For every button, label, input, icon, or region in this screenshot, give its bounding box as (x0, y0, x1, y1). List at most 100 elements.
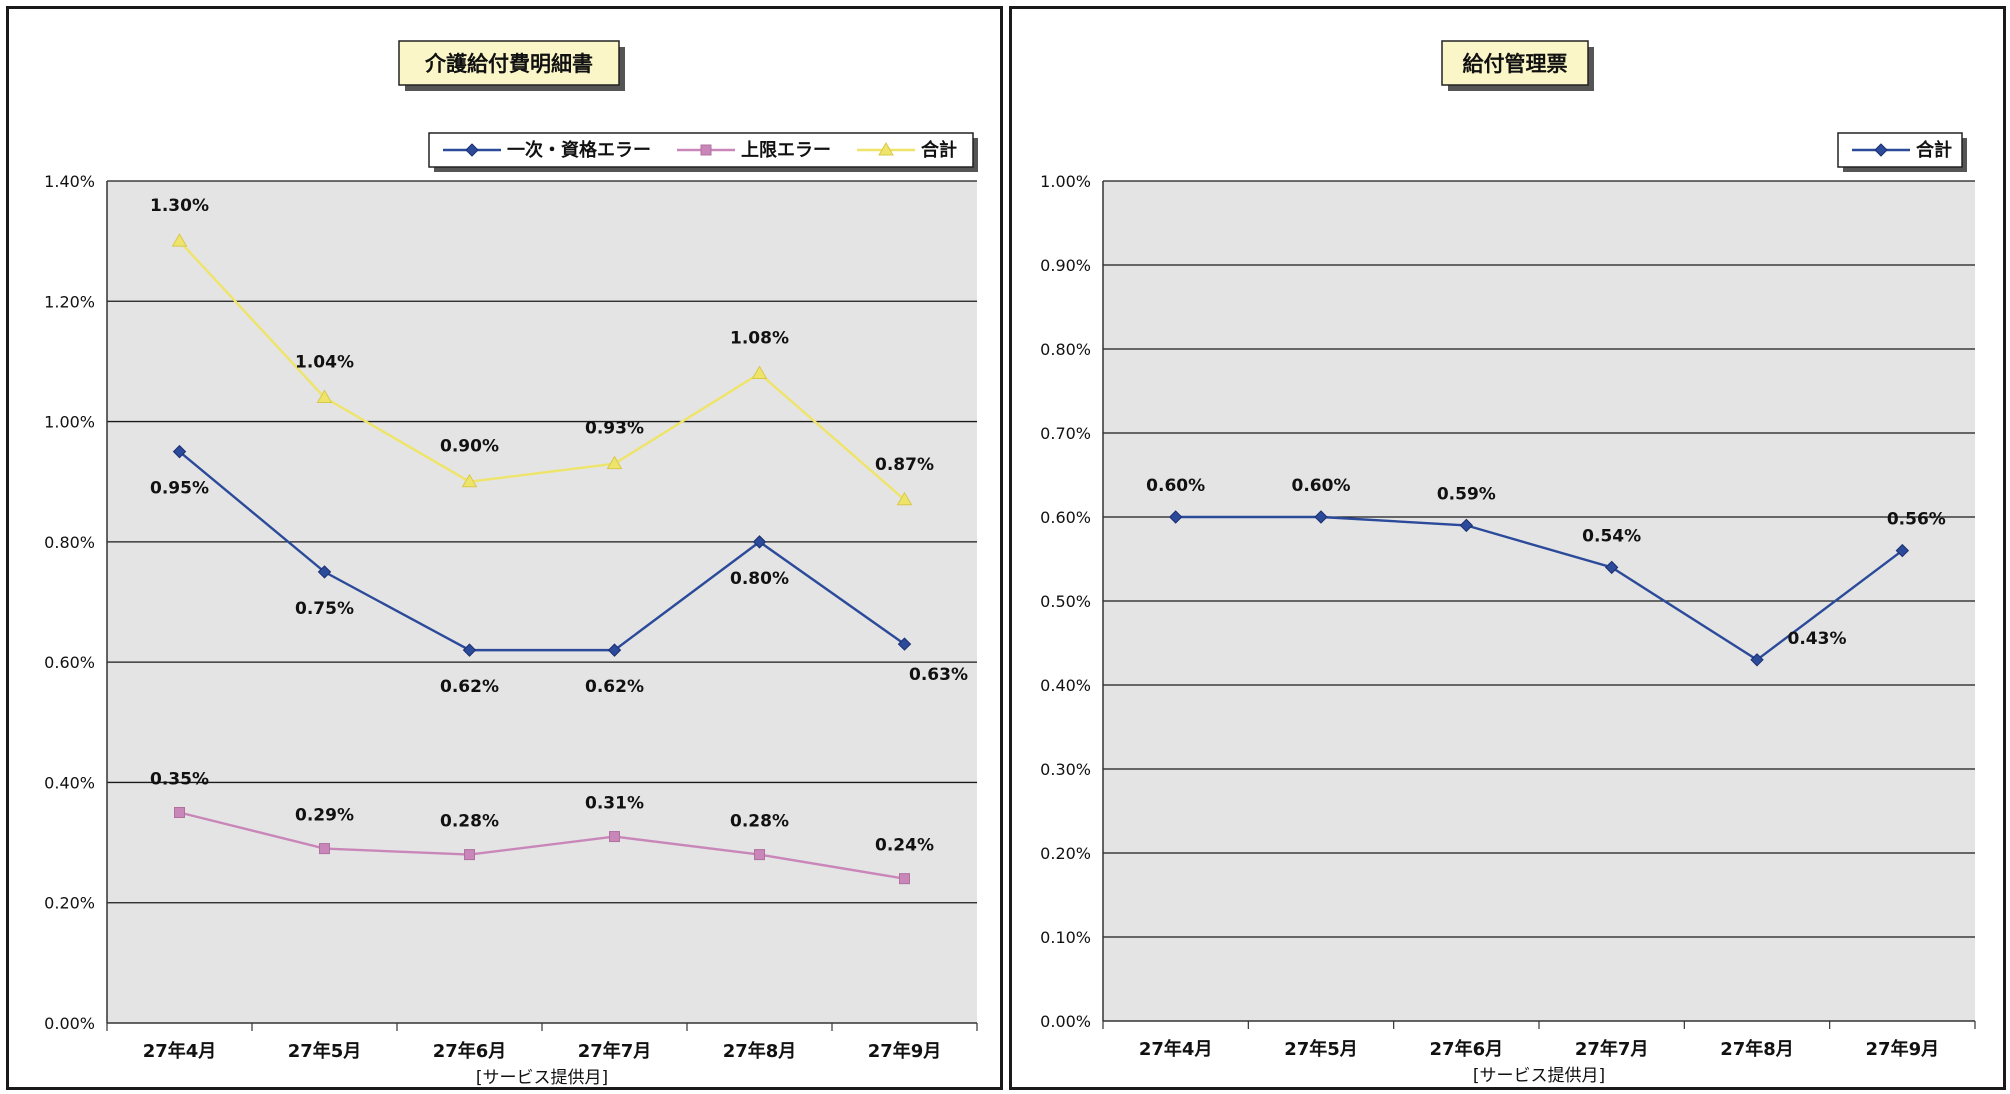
y-tick-label: 0.10% (1040, 928, 1091, 947)
data-label: 0.56% (1887, 510, 1946, 530)
x-tick-label: 27年9月 (1866, 1038, 1940, 1060)
data-point (897, 637, 912, 651)
chart-panel-benefit-management: 0.00% 0.10% 0.20% 0.30% 0.40% 0.50% 0.60% 0.70%… (1009, 6, 2006, 1090)
series-line (178, 450, 906, 652)
legend-label: 合計 (921, 139, 957, 161)
data-point (171, 233, 188, 247)
data-point (1604, 560, 1619, 575)
legend-marker (465, 143, 479, 157)
data-label: 0.90% (440, 437, 499, 457)
data-point (751, 365, 768, 379)
care-benefit-chart: 0.00% 0.20% 0.40% 0.60% 0.80% 1.00% 1.20% 1.40%… (44, 40, 978, 1087)
legend-label: 合計 (1916, 139, 1952, 161)
series-line (178, 240, 906, 501)
data-point (317, 565, 332, 579)
x-tick-label: 27年4月 (1139, 1038, 1213, 1060)
data-point (752, 535, 767, 549)
legend-marker (1874, 143, 1888, 157)
x-tick-label: 27年5月 (288, 1040, 362, 1062)
data-point (1459, 518, 1474, 533)
x-tick-label: 27年8月 (1720, 1038, 1794, 1060)
x-axis-title: [サービス提供月] (476, 1068, 608, 1087)
data-label: 0.63% (909, 665, 968, 685)
y-tick-label: 0.00% (44, 1014, 95, 1033)
data-label: 0.31% (585, 794, 644, 814)
x-tick-label: 27年6月 (433, 1040, 507, 1062)
y-tick-label: 0.80% (44, 533, 95, 552)
data-label: 0.62% (440, 677, 499, 697)
data-label: 0.87% (875, 455, 934, 475)
data-point (1314, 510, 1328, 524)
title-box (398, 40, 620, 86)
data-label: 0.95% (150, 479, 209, 499)
data-label: 1.04% (295, 353, 354, 373)
data-label: 0.24% (875, 836, 934, 856)
legend-marker (878, 142, 894, 156)
y-tick-label: 0.90% (1040, 256, 1091, 275)
data-point (1895, 543, 1910, 558)
data-point (607, 643, 622, 657)
y-tick-label: 0.00% (1040, 1012, 1091, 1031)
benefit-management-chart: 0.00% 0.10% 0.20% 0.30% 0.40% 0.50% 0.60% 0.70%… (1040, 40, 1976, 1086)
data-label: 1.08% (730, 328, 789, 348)
data-label: 0.62% (585, 677, 644, 697)
data-point (899, 873, 910, 885)
y-tick-label: 0.60% (44, 653, 95, 672)
y-tick-label: 0.50% (1040, 592, 1091, 611)
data-label: 0.28% (440, 812, 499, 832)
data-point (896, 491, 913, 506)
data-point (461, 473, 478, 488)
y-tick-label: 0.70% (1040, 424, 1091, 443)
y-tick-label: 0.60% (1040, 508, 1091, 527)
data-label: 0.75% (295, 599, 354, 619)
data-label: 0.80% (730, 569, 789, 589)
x-tick-label: 27年4月 (143, 1040, 217, 1062)
y-tick-label: 0.80% (1040, 340, 1091, 359)
y-tick-label: 0.30% (1040, 760, 1091, 779)
chart-panel-care-benefit: 0.00% 0.20% 0.40% 0.60% 0.80% 1.00% 1.20% 1.40%… (6, 6, 1003, 1090)
y-tick-label: 0.40% (1040, 676, 1091, 695)
data-point (316, 389, 333, 404)
x-axis-title: [サービス提供月] (1473, 1066, 1605, 1086)
data-point (606, 455, 623, 470)
series-line (179, 811, 905, 880)
data-point (174, 807, 185, 818)
data-point (609, 831, 620, 843)
y-tick-label: 1.00% (1040, 172, 1091, 191)
chart-title: 給付管理票 (1463, 52, 1568, 76)
y-tick-label: 1.00% (44, 413, 95, 432)
y-tick-label: 0.40% (44, 773, 95, 792)
data-label: 0.93% (585, 419, 644, 439)
plot-area (107, 181, 977, 1023)
data-label: 0.60% (1146, 476, 1205, 496)
data-point (464, 849, 475, 861)
data-label: 0.60% (1292, 476, 1351, 496)
data-point (754, 849, 765, 861)
legend-marker (700, 144, 712, 156)
x-tick-label: 27年6月 (1430, 1038, 1504, 1060)
x-tick-label: 27年9月 (868, 1040, 942, 1062)
data-label: 0.43% (1788, 629, 1847, 649)
y-tick-label: 1.20% (44, 292, 95, 311)
legend-label: 上限エラー (741, 140, 831, 161)
data-label: 0.59% (1437, 484, 1496, 504)
data-point (1750, 653, 1764, 667)
data-label: 0.35% (150, 770, 209, 790)
x-tick-label: 27年7月 (578, 1040, 652, 1062)
y-tick-label: 0.20% (44, 894, 95, 913)
x-tick-label: 27年7月 (1575, 1038, 1649, 1060)
series-line (1175, 515, 1904, 662)
data-point (462, 643, 477, 657)
data-label: 0.28% (730, 812, 789, 832)
data-point (172, 444, 187, 459)
x-tick-label: 27年5月 (1284, 1038, 1358, 1060)
data-label: 0.54% (1582, 526, 1641, 546)
chart-title: 介護給付費明細書 (424, 52, 593, 76)
data-point (319, 843, 330, 855)
legend-label: 一次・資格エラー (507, 139, 651, 161)
data-label: 0.29% (295, 806, 354, 826)
data-label: 1.30% (150, 196, 209, 216)
x-tick-label: 27年8月 (723, 1040, 797, 1062)
data-point (1168, 510, 1183, 524)
y-tick-label: 0.20% (1040, 844, 1091, 863)
